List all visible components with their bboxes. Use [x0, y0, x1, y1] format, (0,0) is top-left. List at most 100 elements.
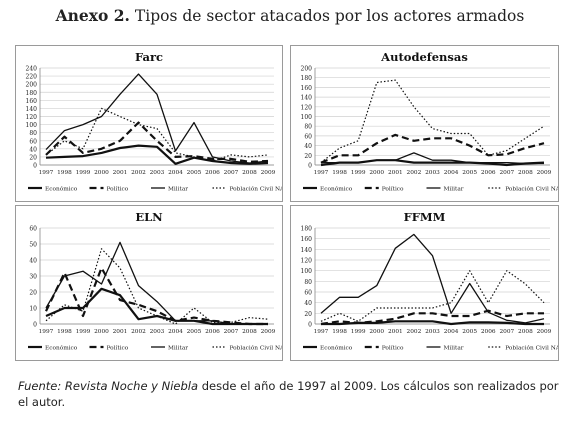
- y-tick-label-eln-10: 10: [29, 306, 37, 313]
- series-line-ffmm-politico: [320, 309, 544, 326]
- x-tick-label-autodefensas-2007: 2007: [499, 170, 514, 176]
- series-line-farc-poblacion-civil-na: [45, 107, 269, 162]
- x-tick-label-farc-1998: 1998: [57, 170, 72, 176]
- x-tick-label-eln-2008: 2008: [242, 329, 257, 335]
- x-tick-label-ffmm-2006: 2006: [481, 329, 496, 335]
- y-tick-label-farc-120: 120: [26, 114, 38, 121]
- series-line-farc-economico: [45, 144, 269, 165]
- x-tick-label-autodefensas-1999: 1999: [351, 170, 366, 176]
- chart-panel-eln: ELN 0 10 20 30 40 50 60 1997 1998 1999 2000 2001 2002…: [15, 205, 283, 361]
- y-tick-label-farc-20: 20: [29, 154, 37, 161]
- x-tick-label-farc-2001: 2001: [113, 170, 128, 176]
- x-tick-label-ffmm-2008: 2008: [518, 329, 533, 335]
- x-tick-label-ffmm-2000: 2000: [369, 329, 384, 335]
- figure-title-label: Anexo 2.: [55, 6, 130, 25]
- y-tick-label-autodefensas-120: 120: [301, 104, 313, 111]
- x-tick-label-eln-1997: 1997: [39, 329, 54, 335]
- legend-label-farc-militar: Militar: [168, 186, 188, 192]
- x-tick-label-ffmm-2009: 2009: [537, 329, 552, 335]
- x-tick-label-eln-2005: 2005: [187, 329, 202, 335]
- y-tick-label-ffmm-60: 60: [304, 290, 312, 297]
- chart-panel-farc: Farc 0 20 40 60 80 100 120 140 160 180 200 220 240 199…: [15, 45, 283, 202]
- x-tick-label-ffmm-1999: 1999: [351, 329, 366, 335]
- source-note: Fuente: Revista Noche y Niebla desde el …: [18, 378, 566, 410]
- y-tick-label-farc-40: 40: [29, 146, 37, 153]
- y-tick-label-autodefensas-80: 80: [304, 124, 312, 131]
- y-tick-label-farc-200: 200: [26, 82, 38, 89]
- x-tick-label-ffmm-1998: 1998: [332, 329, 347, 335]
- legend-label-autodefensas-economico: Económico: [320, 185, 353, 192]
- x-tick-label-farc-2009: 2009: [261, 170, 276, 176]
- legend-label-ffmm-militar: Militar: [444, 345, 464, 351]
- x-tick-label-eln-2007: 2007: [224, 329, 239, 335]
- y-tick-label-autodefensas-0: 0: [308, 163, 312, 170]
- x-tick-label-ffmm-2003: 2003: [425, 329, 440, 335]
- y-tick-label-ffmm-40: 40: [304, 300, 312, 307]
- y-tick-label-ffmm-100: 100: [301, 268, 313, 275]
- chart-svg-autodefensas: Autodefensas0204060801001201401601802001…: [301, 50, 558, 192]
- legend-label-ffmm-poblacion-civil-na: Población Civil NA: [505, 344, 558, 351]
- chart-title-eln: ELN: [135, 210, 163, 224]
- y-tick-label-eln-50: 50: [29, 242, 37, 249]
- x-tick-label-farc-2004: 2004: [168, 170, 183, 176]
- chart-panel-autodefensas: Autodefensas 0 20 40 60 80 100 120 140 160 180 200 1…: [290, 45, 559, 202]
- figure-title-text: Tipos de sector atacados por los actores…: [134, 7, 525, 25]
- y-tick-label-autodefensas-20: 20: [304, 153, 312, 160]
- legend-label-ffmm-politico: Político: [382, 344, 404, 351]
- chart-svg-eln: ELN 0 10 20 30 40 50 60 1997 1998 1999 2000 2001 2002…: [28, 210, 283, 351]
- x-tick-label-autodefensas-2000: 2000: [369, 170, 384, 176]
- series-line-ffmm-poblacion-civil-na: [320, 270, 545, 322]
- x-tick-label-autodefensas-2006: 2006: [481, 170, 496, 176]
- y-tick-label-ffmm-80: 80: [304, 279, 312, 286]
- x-tick-label-ffmm-2005: 2005: [462, 329, 477, 335]
- x-tick-label-farc-1999: 1999: [76, 170, 91, 176]
- x-tick-label-autodefensas-2004: 2004: [444, 170, 459, 176]
- legend-label-autodefensas-poblacion-civil-na: Población Civil NA: [505, 185, 558, 192]
- y-tick-label-farc-140: 140: [26, 106, 38, 113]
- x-tick-label-ffmm-2001: 2001: [388, 329, 403, 335]
- y-tick-label-autodefensas-160: 160: [301, 85, 313, 92]
- series-line-farc-politico: [45, 121, 269, 163]
- chart-svg-ffmm: FFMM 0 20 40 60 80 100 120 140 160 180 1997 1998 1999…: [301, 210, 558, 351]
- series-line-eln-militar: [45, 241, 268, 325]
- y-tick-label-farc-160: 160: [26, 98, 38, 105]
- x-tick-label-farc-2006: 2006: [205, 170, 220, 176]
- x-tick-label-autodefensas-2001: 2001: [388, 170, 403, 176]
- y-tick-label-autodefensas-200: 200: [301, 66, 313, 73]
- chart-title-autodefensas: Autodefensas: [380, 50, 468, 64]
- x-tick-label-eln-1999: 1999: [76, 329, 91, 335]
- y-tick-label-farc-220: 220: [26, 74, 38, 81]
- y-tick-label-farc-100: 100: [26, 122, 38, 129]
- x-tick-label-ffmm-2004: 2004: [444, 329, 459, 335]
- legend-label-farc-economico: Económico: [45, 185, 78, 192]
- x-tick-label-eln-2001: 2001: [113, 329, 128, 335]
- series-line-autodefensas-politico: [320, 133, 545, 164]
- source-publication: Revista Noche y Niebla: [64, 379, 199, 393]
- x-tick-label-autodefensas-1997: 1997: [314, 170, 329, 176]
- x-tick-label-farc-2003: 2003: [150, 170, 165, 176]
- y-tick-label-ffmm-140: 140: [301, 247, 313, 254]
- x-tick-label-farc-2008: 2008: [242, 170, 257, 176]
- y-tick-label-farc-60: 60: [29, 138, 37, 145]
- x-tick-label-eln-2002: 2002: [131, 329, 146, 335]
- legend-label-farc-poblacion-civil-na: Población Civil NA: [230, 185, 283, 192]
- legend-label-autodefensas-militar: Militar: [444, 186, 464, 192]
- legend-label-eln-politico: Político: [107, 344, 129, 351]
- y-tick-label-autodefensas-40: 40: [304, 143, 312, 150]
- x-tick-label-farc-1997: 1997: [39, 170, 54, 176]
- y-tick-label-ffmm-0: 0: [308, 322, 312, 329]
- legend-label-eln-poblacion-civil-na: Población Civil NA: [230, 344, 283, 351]
- y-tick-label-eln-30: 30: [29, 274, 37, 281]
- y-tick-label-ffmm-20: 20: [304, 311, 312, 318]
- x-tick-label-ffmm-2007: 2007: [499, 329, 514, 335]
- x-tick-label-eln-2004: 2004: [168, 329, 183, 335]
- y-tick-label-eln-0: 0: [33, 322, 37, 329]
- legend-label-ffmm-economico: Económico: [320, 344, 353, 351]
- x-tick-label-autodefensas-2005: 2005: [462, 170, 477, 176]
- figure-title: Anexo 2. Tipos de sector atacados por lo…: [0, 6, 580, 25]
- y-tick-label-eln-20: 20: [29, 290, 37, 297]
- series-line-eln-poblacion-civil-na: [45, 248, 269, 325]
- chart-panel-ffmm: FFMM 0 20 40 60 80 100 120 140 160 180 1997 1998 1999…: [290, 205, 559, 361]
- legend-label-autodefensas-politico: Político: [382, 185, 404, 192]
